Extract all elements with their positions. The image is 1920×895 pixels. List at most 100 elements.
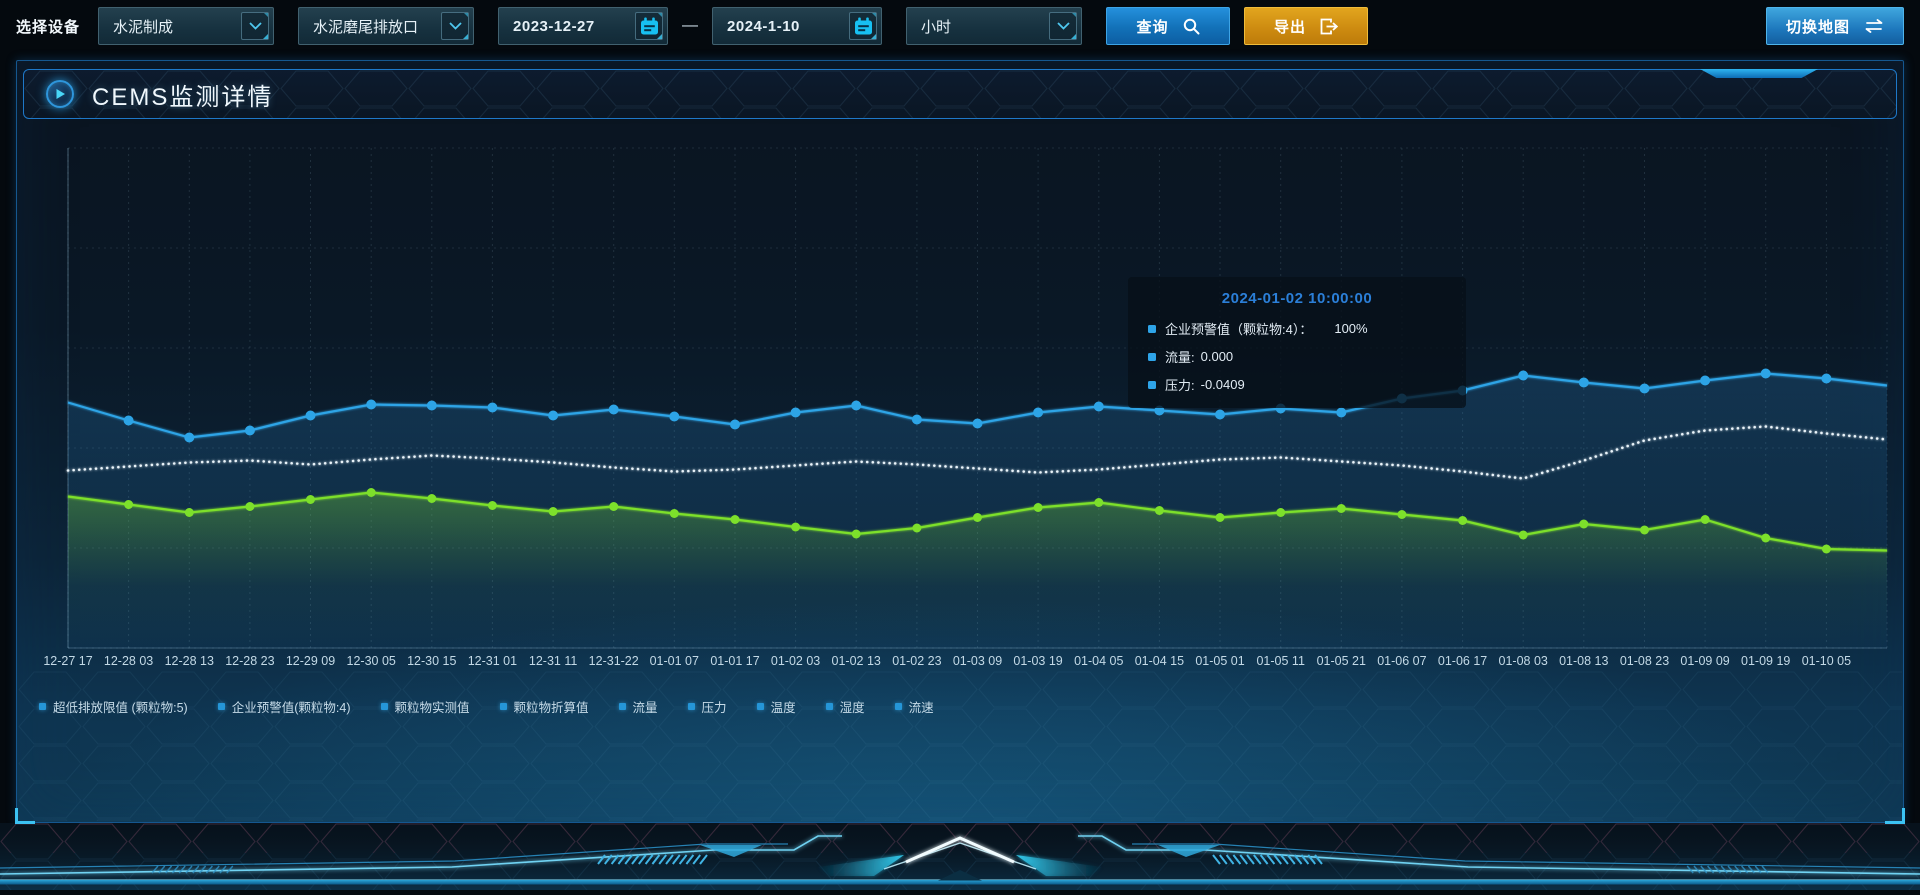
legend-marker-icon: [756, 703, 764, 710]
svg-text:01-03 09: 01-03 09: [953, 654, 1002, 668]
device-select-label: 选择设备: [16, 18, 81, 36]
svg-text:01-06 17: 01-06 17: [1438, 654, 1487, 668]
legend-label: 颗粒物折算值: [513, 701, 589, 715]
legend-label: 流量: [632, 701, 658, 715]
legend-label: 压力: [701, 701, 727, 715]
end-date-value: 2024-1-10: [727, 17, 800, 35]
tooltip-row: 企业预警值（颗粒物:4）： 100%: [1148, 319, 1446, 338]
legend-marker-icon: [894, 703, 902, 710]
play-icon[interactable]: [46, 80, 74, 108]
legend-item[interactable]: 压力: [687, 697, 727, 716]
legend-item[interactable]: 温度: [756, 697, 796, 716]
hex-pattern-decor: [24, 70, 1896, 118]
corner-accent: [15, 808, 35, 824]
svg-text:12-29 09: 12-29 09: [286, 654, 335, 668]
legend-label: 流速: [908, 701, 934, 715]
svg-text:01-05 21: 01-05 21: [1317, 654, 1366, 668]
svg-text:12-31 11: 12-31 11: [529, 654, 577, 668]
legend-marker-icon: [687, 703, 695, 710]
legend-marker-icon: [825, 703, 833, 710]
svg-text:01-01 17: 01-01 17: [710, 654, 759, 668]
export-button-label: 导出: [1274, 18, 1307, 36]
svg-text:01-04 05: 01-04 05: [1074, 654, 1123, 668]
svg-text:01-04 15: 01-04 15: [1135, 654, 1184, 668]
svg-text:12-27 17: 12-27 17: [43, 654, 92, 668]
start-date-input[interactable]: 2023-12-27: [498, 7, 669, 45]
legend-item[interactable]: 流量: [618, 697, 658, 716]
svg-text:12-28 23: 12-28 23: [225, 654, 274, 668]
chart-tooltip: 2024-01-02 10:00:00 企业预警值（颗粒物:4）： 100% 流…: [1128, 277, 1466, 408]
legend-marker-icon: [39, 703, 46, 710]
legend-label: 超低排放限值 (颗粒物:5): [53, 701, 188, 715]
corner-accent: [1885, 808, 1905, 824]
chevron-down-icon[interactable]: [441, 12, 470, 40]
export-icon: [1320, 18, 1339, 34]
legend-marker-icon: [499, 703, 507, 710]
cems-detail-panel: CEMS监测详情 12-27 17 12-28 03 12-28 13 1: [15, 60, 1905, 824]
chevron-down-icon[interactable]: [241, 12, 270, 40]
query-button[interactable]: 查询: [1106, 7, 1231, 45]
tooltip-value: 100%: [1334, 321, 1368, 336]
bottom-decor-frame: [0, 823, 1920, 890]
date-range-separator: —: [682, 17, 699, 34]
legend-marker-icon: [217, 703, 225, 710]
legend-item[interactable]: 流速: [894, 697, 934, 716]
cems-line-chart[interactable]: 12-27 17 12-28 03 12-28 13 12-28 23 12-29 09…: [17, 121, 1903, 721]
svg-text:01-08 13: 01-08 13: [1559, 654, 1608, 668]
tooltip-timestamp: 2024-01-02 10:00:00: [1221, 290, 1373, 307]
svg-text:12-28 03: 12-28 03: [104, 654, 153, 668]
legend-item[interactable]: 颗粒物实测值: [380, 697, 470, 716]
tooltip-value: 0.000: [1200, 349, 1234, 364]
svg-text:01-01 07: 01-01 07: [650, 654, 699, 668]
panel-title: CEMS监测详情: [92, 83, 274, 111]
svg-text:01-05 01: 01-05 01: [1195, 654, 1244, 668]
svg-text:01-08 03: 01-08 03: [1499, 654, 1548, 668]
legend-item[interactable]: 超低排放限值 (颗粒物:5): [39, 697, 188, 716]
calendar-icon[interactable]: [849, 12, 878, 40]
legend-marker-icon: [380, 703, 388, 710]
svg-text:01-05 11: 01-05 11: [1256, 654, 1304, 668]
legend-item[interactable]: 企业预警值(颗粒物:4): [217, 697, 351, 716]
svg-text:12-28 13: 12-28 13: [165, 654, 214, 668]
svg-text:01-02 03: 01-02 03: [771, 654, 820, 668]
series-marker-icon: [1148, 380, 1156, 389]
interval-value: 小时: [921, 18, 952, 36]
device-type-select[interactable]: 水泥制成: [98, 7, 275, 45]
svg-text:01-09 09: 01-09 09: [1680, 654, 1729, 668]
tooltip-row: 流量: 0.000: [1148, 347, 1446, 366]
query-button-label: 查询: [1136, 18, 1169, 36]
switch-map-button[interactable]: 切换地图: [1766, 7, 1904, 45]
end-date-input[interactable]: 2024-1-10: [712, 7, 883, 45]
toolbar: 选择设备 水泥制成 水泥磨尾排放口 2023-12-27 — 2024-1-10: [16, 6, 1904, 46]
legend-item[interactable]: 湿度: [825, 697, 865, 716]
tooltip-label: 企业预警值（颗粒物:4）：: [1165, 322, 1313, 337]
outlet-select[interactable]: 水泥磨尾排放口: [298, 7, 475, 45]
start-date-value: 2023-12-27: [513, 17, 595, 35]
svg-text:01-10 05: 01-10 05: [1802, 654, 1851, 668]
svg-text:01-02 13: 01-02 13: [832, 654, 881, 668]
tooltip-label: 压力:: [1165, 378, 1195, 393]
switch-map-label: 切换地图: [1785, 18, 1850, 36]
tooltip-value: -0.0409: [1200, 377, 1245, 392]
export-button[interactable]: 导出: [1244, 7, 1369, 45]
series-marker-icon: [1148, 352, 1156, 361]
legend-label: 企业预警值(颗粒物:4): [231, 701, 351, 715]
svg-text:01-08 23: 01-08 23: [1620, 654, 1669, 668]
device-type-value: 水泥制成: [113, 18, 174, 36]
svg-text:01-09 19: 01-09 19: [1741, 654, 1790, 668]
legend-item[interactable]: 颗粒物折算值: [499, 697, 589, 716]
legend-label: 温度: [770, 701, 796, 715]
interval-select[interactable]: 小时: [906, 7, 1083, 45]
header-accent-bar: [1700, 69, 1818, 78]
legend-marker-icon: [618, 703, 626, 710]
panel-header: CEMS监测详情: [23, 69, 1897, 119]
series-marker-icon: [1148, 324, 1156, 333]
svg-text:12-30 15: 12-30 15: [407, 654, 456, 668]
calendar-icon[interactable]: [635, 12, 664, 40]
svg-text:01-03 19: 01-03 19: [1013, 654, 1062, 668]
legend-label: 湿度: [839, 701, 865, 715]
chevron-down-icon[interactable]: [1049, 12, 1078, 40]
svg-text:12-30 05: 12-30 05: [347, 654, 396, 668]
search-icon: [1183, 18, 1200, 34]
tooltip-label: 流量:: [1165, 350, 1195, 365]
